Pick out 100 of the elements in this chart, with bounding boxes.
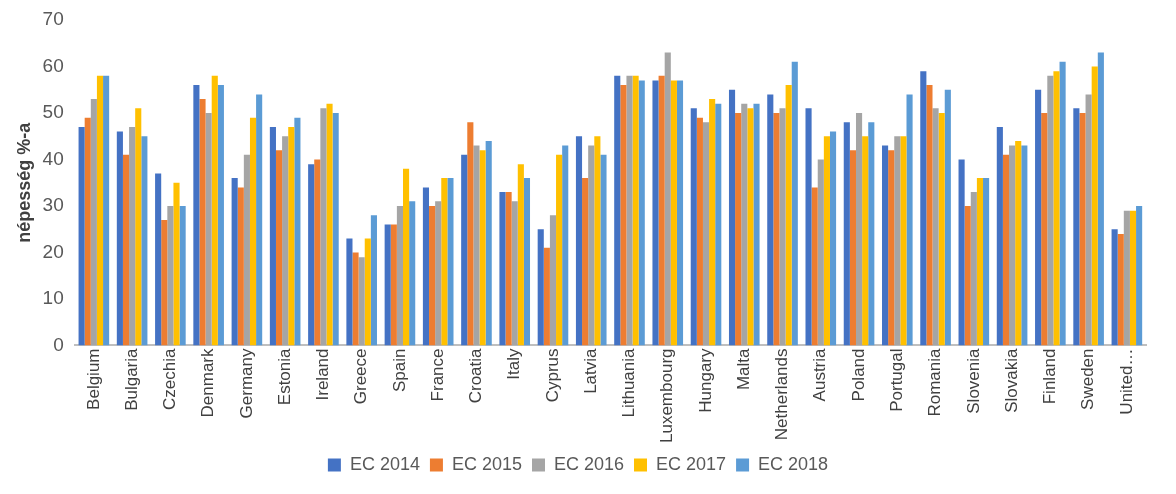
bar xyxy=(346,238,353,346)
bar xyxy=(364,238,371,346)
bar xyxy=(932,108,939,346)
bar xyxy=(122,154,130,346)
bar xyxy=(747,108,754,346)
x-tick-label: Czechia xyxy=(160,347,180,410)
bar xyxy=(862,136,869,346)
bar xyxy=(632,75,639,346)
x-tick-label: Bulgaria xyxy=(121,347,141,411)
bar xyxy=(141,136,148,346)
bar xyxy=(996,126,1003,346)
x-tick-label: Germany xyxy=(236,348,256,419)
bar xyxy=(582,178,589,346)
bar xyxy=(441,178,448,346)
bar xyxy=(715,103,722,346)
bar xyxy=(849,150,856,346)
bar xyxy=(90,99,97,346)
bar xyxy=(1111,229,1118,346)
bar xyxy=(135,108,142,346)
bar xyxy=(1041,113,1048,346)
x-tick-label: Croatia xyxy=(466,347,486,404)
bar xyxy=(958,159,965,346)
bar xyxy=(511,201,518,346)
bar xyxy=(1129,210,1137,346)
bar xyxy=(308,164,315,346)
bar xyxy=(429,206,436,346)
y-tick-label: 60 xyxy=(42,54,64,76)
bar xyxy=(537,229,544,346)
bar xyxy=(620,85,627,346)
bar xyxy=(970,192,977,346)
x-tick-label: Denmark xyxy=(198,348,218,418)
x-tick-label: Lithuania xyxy=(619,347,639,418)
y-tick-label: 10 xyxy=(42,287,64,309)
bar xyxy=(594,136,601,346)
bar xyxy=(467,122,474,346)
x-tick-label: Latvia xyxy=(580,347,600,394)
bar xyxy=(269,126,276,346)
bar xyxy=(396,206,403,346)
bar xyxy=(288,126,295,346)
bar xyxy=(256,94,263,346)
y-tick-label: 50 xyxy=(42,101,64,123)
bar xyxy=(1009,145,1016,346)
bar xyxy=(785,85,792,346)
y-axis-title: népesség %-a xyxy=(13,121,34,243)
bar xyxy=(964,206,971,346)
bar xyxy=(658,75,665,346)
bar xyxy=(1047,75,1054,346)
bar xyxy=(556,154,563,346)
y-tick-label: 20 xyxy=(42,240,64,262)
bar xyxy=(805,108,812,346)
bar xyxy=(735,113,742,346)
bar xyxy=(155,173,162,346)
bar xyxy=(78,126,85,346)
x-tick-label: France xyxy=(427,348,447,402)
x-tick-label: Belgium xyxy=(83,348,103,410)
bar xyxy=(588,145,595,346)
bar xyxy=(626,75,633,346)
bar xyxy=(485,140,492,346)
x-tick-label: Greece xyxy=(351,348,371,405)
legend-label: EC 2017 xyxy=(656,453,727,474)
bar xyxy=(888,150,895,346)
bar xyxy=(1002,154,1010,346)
bar xyxy=(944,89,951,346)
bar xyxy=(1073,108,1080,346)
bar xyxy=(173,182,180,346)
x-tick-label: Romania xyxy=(925,347,945,417)
bar xyxy=(352,252,359,346)
bar xyxy=(422,187,430,346)
bar xyxy=(217,85,224,346)
bar xyxy=(384,224,391,346)
bar xyxy=(562,145,569,346)
x-tick-label: Italy xyxy=(504,348,524,380)
x-tick-label: Cyprus xyxy=(542,348,562,403)
bar xyxy=(900,136,907,346)
bar xyxy=(1015,140,1022,346)
bar xyxy=(676,80,684,346)
bar xyxy=(84,117,91,346)
bar xyxy=(435,201,442,346)
bar xyxy=(447,178,454,346)
bar xyxy=(829,131,837,346)
bar xyxy=(523,178,531,346)
bar xyxy=(390,224,397,346)
bar xyxy=(332,113,339,346)
y-tick-label: 0 xyxy=(53,333,64,355)
bar xyxy=(370,215,377,346)
bar xyxy=(843,122,850,346)
x-tick-label: Slovakia xyxy=(1001,347,1021,413)
x-tick-label: Luxembourg xyxy=(657,348,677,444)
bar xyxy=(103,75,110,346)
bar xyxy=(614,75,621,346)
x-tick-label: Slovenia xyxy=(963,347,983,414)
bar xyxy=(753,103,760,346)
bar xyxy=(638,80,645,346)
bar xyxy=(976,178,984,346)
bar xyxy=(696,117,703,346)
bar xyxy=(205,113,212,346)
bar xyxy=(403,168,410,346)
legend-label: EC 2016 xyxy=(553,453,625,474)
legend-label: EC 2015 xyxy=(451,453,522,474)
bar xyxy=(817,159,824,346)
